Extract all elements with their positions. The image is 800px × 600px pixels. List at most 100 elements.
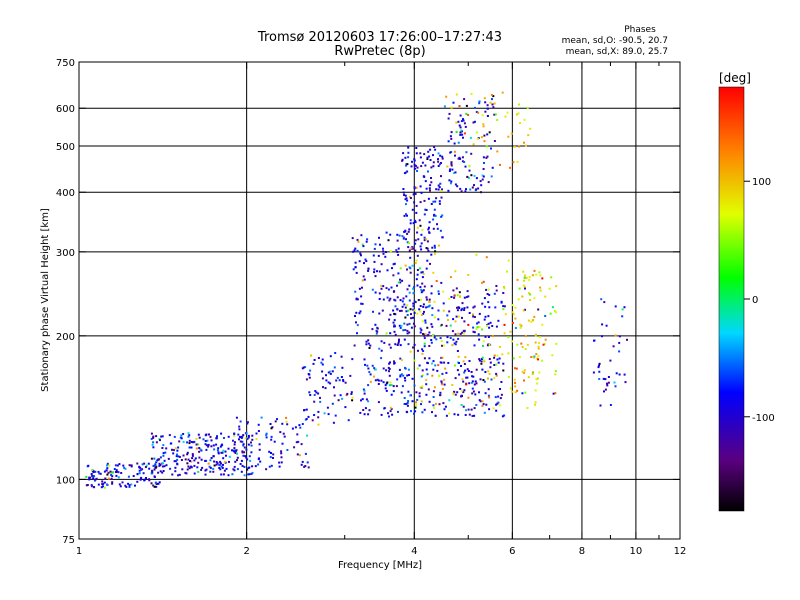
data-point-1704 bbox=[555, 342, 558, 345]
data-point-877 bbox=[410, 165, 413, 168]
data-point-1635 bbox=[422, 374, 424, 377]
data-point-1517 bbox=[603, 390, 605, 393]
data-point-606 bbox=[374, 291, 377, 294]
data-point-1786 bbox=[450, 106, 453, 109]
x-tick-label-1: 2 bbox=[243, 546, 249, 557]
data-point-417 bbox=[242, 443, 245, 446]
data-point-10 bbox=[104, 477, 107, 480]
data-point-620 bbox=[379, 243, 381, 246]
data-point-1646 bbox=[433, 300, 436, 303]
data-point-458 bbox=[286, 449, 289, 451]
data-point-1087 bbox=[369, 373, 372, 376]
data-point-1365 bbox=[389, 332, 392, 335]
data-point-1287 bbox=[470, 408, 473, 411]
data-point-256 bbox=[161, 435, 164, 438]
colorbar-tick-label-1: 0 bbox=[752, 295, 758, 306]
data-point-1207 bbox=[470, 371, 473, 373]
data-point-990 bbox=[492, 106, 495, 109]
data-point-608 bbox=[421, 348, 424, 351]
data-point-609 bbox=[382, 252, 385, 255]
data-point-1018 bbox=[448, 170, 451, 172]
data-point-1006 bbox=[461, 160, 464, 163]
data-point-1321 bbox=[419, 327, 422, 330]
data-point-499 bbox=[317, 416, 320, 419]
data-point-88 bbox=[85, 475, 88, 478]
data-point-1494 bbox=[623, 306, 626, 309]
data-point-87 bbox=[154, 482, 157, 484]
data-point-1374 bbox=[430, 285, 433, 288]
data-point-1622 bbox=[495, 363, 498, 366]
data-point-855 bbox=[434, 246, 436, 249]
data-point-378 bbox=[198, 456, 201, 459]
data-point-409 bbox=[294, 426, 297, 429]
data-point-830 bbox=[413, 201, 416, 204]
data-point-1131 bbox=[443, 408, 446, 411]
data-point-935 bbox=[419, 224, 422, 227]
data-point-219 bbox=[176, 463, 179, 466]
data-point-1136 bbox=[462, 391, 465, 394]
data-point-1138 bbox=[499, 388, 501, 390]
data-point-589 bbox=[412, 305, 415, 308]
data-point-685 bbox=[367, 342, 370, 345]
data-point-1496 bbox=[612, 345, 615, 348]
data-point-510 bbox=[345, 394, 348, 397]
data-point-1403 bbox=[488, 306, 491, 309]
data-point-1609 bbox=[511, 340, 514, 343]
data-point-1479 bbox=[502, 305, 505, 308]
data-point-586 bbox=[378, 347, 381, 350]
data-point-644 bbox=[360, 302, 363, 305]
data-point-267 bbox=[188, 439, 191, 442]
data-point-707 bbox=[352, 268, 355, 271]
data-point-613 bbox=[395, 249, 398, 252]
data-point-9 bbox=[111, 482, 114, 485]
data-point-1695 bbox=[535, 378, 538, 381]
data-point-1034 bbox=[491, 103, 494, 106]
data-point-1384 bbox=[400, 309, 403, 312]
data-point-526 bbox=[338, 379, 341, 382]
data-point-878 bbox=[429, 184, 432, 187]
data-point-1547 bbox=[519, 323, 522, 326]
data-point-421 bbox=[238, 425, 241, 428]
data-point-1763 bbox=[445, 95, 448, 98]
data-point-607 bbox=[396, 308, 399, 311]
data-point-748 bbox=[399, 326, 402, 329]
data-point-745 bbox=[420, 329, 423, 332]
data-point-165 bbox=[187, 465, 190, 468]
data-point-191 bbox=[152, 441, 155, 444]
data-point-136 bbox=[213, 460, 216, 463]
data-point-1734 bbox=[555, 311, 558, 314]
data-point-80 bbox=[136, 480, 139, 483]
data-point-1490 bbox=[600, 298, 603, 301]
data-point-1161 bbox=[454, 377, 457, 380]
data-point-1702 bbox=[532, 371, 534, 374]
data-point-1498 bbox=[621, 308, 624, 311]
data-point-1431 bbox=[465, 296, 468, 299]
data-point-127 bbox=[114, 464, 117, 467]
data-point-1026 bbox=[465, 188, 467, 191]
data-point-1762 bbox=[475, 131, 478, 134]
data-point-1370 bbox=[473, 305, 476, 308]
data-point-1601 bbox=[499, 345, 501, 348]
data-point-516 bbox=[317, 423, 320, 426]
data-point-201 bbox=[231, 449, 233, 452]
data-point-570 bbox=[410, 326, 413, 329]
data-point-1243 bbox=[443, 378, 446, 381]
data-point-1419 bbox=[463, 320, 466, 323]
data-point-1437 bbox=[455, 287, 458, 290]
data-point-1110 bbox=[495, 403, 498, 406]
data-point-765 bbox=[413, 300, 416, 303]
data-point-1692 bbox=[548, 287, 551, 290]
data-point-1583 bbox=[478, 326, 481, 328]
data-point-1270 bbox=[495, 409, 498, 412]
data-point-1739 bbox=[551, 306, 554, 309]
data-point-1181 bbox=[478, 391, 480, 394]
data-point-853 bbox=[414, 164, 417, 167]
data-point-615 bbox=[406, 332, 409, 335]
data-point-180 bbox=[216, 449, 219, 452]
data-point-1349 bbox=[399, 309, 401, 312]
data-point-1003 bbox=[460, 120, 463, 123]
data-point-782 bbox=[433, 208, 436, 211]
data-point-555 bbox=[307, 415, 310, 418]
data-point-654 bbox=[354, 315, 356, 317]
data-point-158 bbox=[186, 441, 189, 444]
